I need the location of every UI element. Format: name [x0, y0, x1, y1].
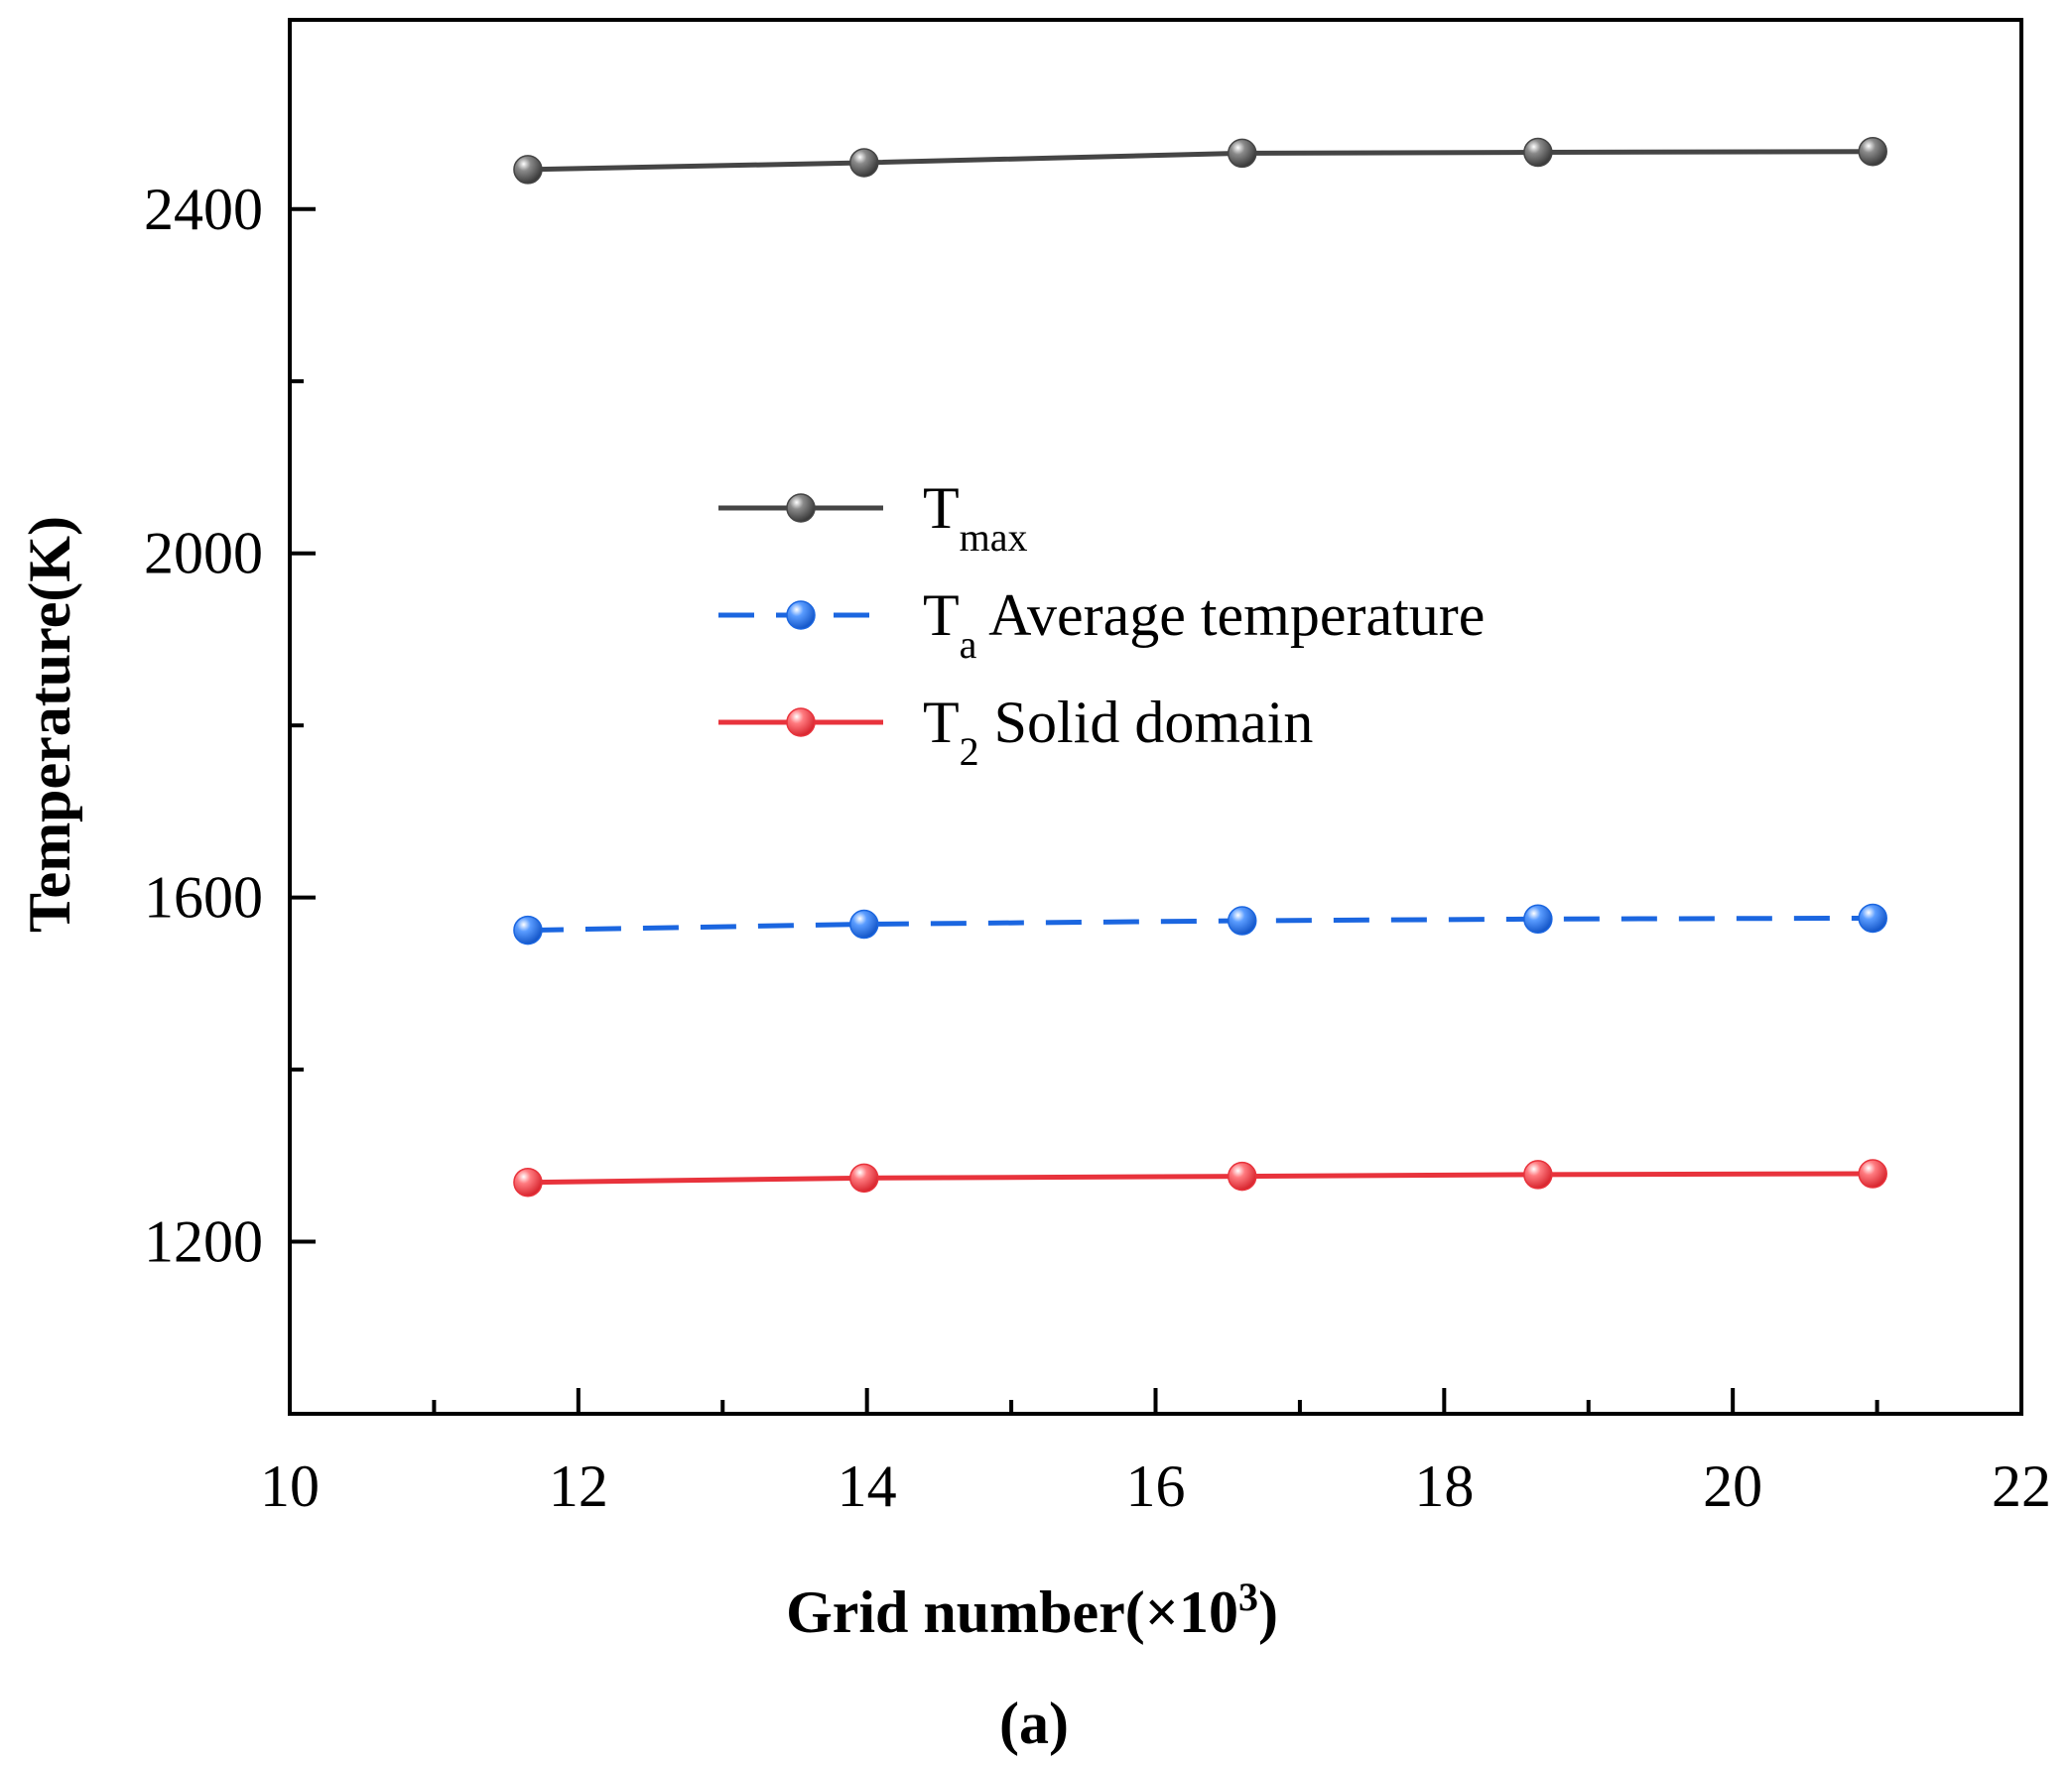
- data-point: [1858, 1159, 1887, 1189]
- x-tick-label: 22: [1992, 1453, 2051, 1519]
- legend-swatch-marker: [786, 707, 816, 737]
- series-line-2: [527, 1171, 1874, 1186]
- data-point: [1523, 1160, 1553, 1190]
- data-point: [1228, 1161, 1257, 1192]
- legend-label: Ta Average temperature: [923, 582, 1485, 667]
- y-tick-label: 1600: [144, 865, 263, 931]
- x-tick-label: 10: [260, 1453, 320, 1519]
- x-tick-label: 14: [838, 1453, 897, 1519]
- data-point: [1523, 904, 1553, 935]
- data-point: [849, 909, 879, 940]
- panel-label: (a): [999, 1691, 1069, 1756]
- x-tick-label: 16: [1126, 1453, 1186, 1519]
- data-point: [1858, 136, 1887, 167]
- legend-swatch-marker: [786, 600, 816, 630]
- x-tick-label: 20: [1703, 1453, 1762, 1519]
- legend-label: T2 Solid domain: [923, 690, 1313, 774]
- series-line-1: [527, 915, 1874, 934]
- y-tick-label: 2400: [144, 177, 263, 242]
- data-point: [849, 148, 879, 178]
- data-point: [1228, 138, 1257, 169]
- y-tick-label: 2000: [144, 521, 263, 586]
- data-point: [513, 155, 543, 185]
- data-point: [1228, 906, 1257, 936]
- y-tick-label: 1200: [144, 1209, 263, 1275]
- data-point: [1858, 903, 1887, 934]
- data-point: [849, 1163, 879, 1194]
- legend-swatch-marker: [786, 493, 816, 523]
- legend: Tmax Ta Average temperature T2 Solid domai…: [718, 475, 1485, 774]
- data-point: [513, 915, 543, 946]
- x-axis-title: Grid number(×103): [786, 1575, 1278, 1646]
- x-tick-label: 12: [549, 1453, 608, 1519]
- x-tick-label: 18: [1414, 1453, 1474, 1519]
- data-point: [1523, 137, 1553, 168]
- data-point: [513, 1167, 543, 1198]
- legend-label: Tmax: [923, 475, 1028, 560]
- y-axis-title: Temperature(K): [17, 516, 82, 933]
- series-line-0: [527, 149, 1874, 173]
